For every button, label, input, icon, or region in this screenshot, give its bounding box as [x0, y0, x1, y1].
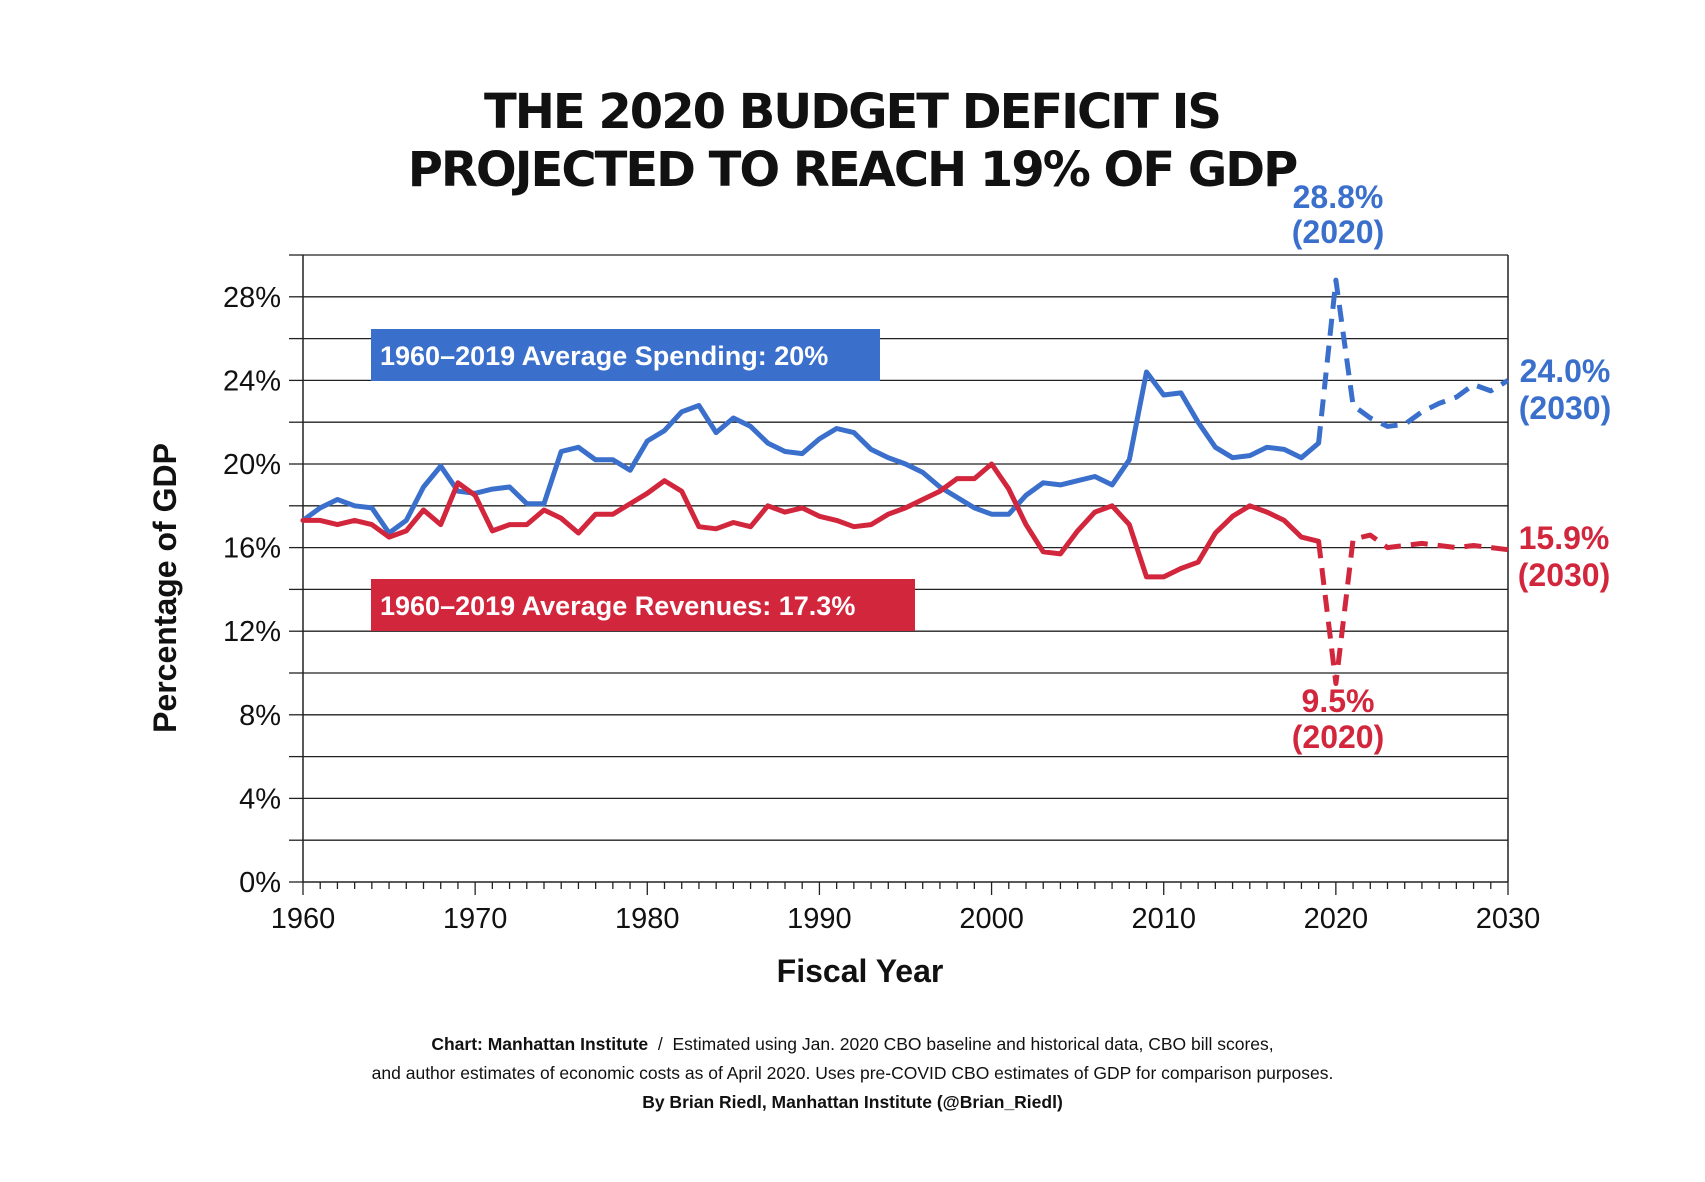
chart-title-line-2: PROJECTED TO REACH 19% OF GDP: [408, 142, 1297, 198]
revenues-line-projected: [1316, 532, 1509, 686]
y-axis-label: Percentage of GDP: [147, 443, 183, 733]
spending-average-box-bg: [371, 329, 880, 381]
revenues-average-box-bg: [371, 579, 915, 631]
x-tick-label: 1970: [443, 903, 508, 935]
x-tick-labels: 1960 1970 1980 1990 2000 2010 2020 2030: [271, 903, 1541, 935]
footer-credit: By Brian Riedl, Manhattan Institute (@Br…: [642, 1092, 1063, 1112]
chart-title-line-1: THE 2020 BUDGET DEFICIT IS: [484, 84, 1220, 140]
x-tick-label: 1960: [271, 903, 336, 935]
x-tick-label: 1990: [787, 903, 852, 935]
revenues-average-label: 1960–2019 Average Revenues: 17.3%: [380, 591, 855, 621]
y-tick-label: 20%: [223, 449, 281, 481]
series-lines: [300, 277, 1510, 686]
x-tick-label: 2030: [1476, 903, 1541, 935]
spending-peak-year: (2020): [1292, 214, 1385, 250]
y-tick-label: 16%: [223, 533, 281, 565]
footer-line-2: and author estimates of economic costs a…: [371, 1063, 1334, 1083]
revenues-end-year: (2030): [1518, 557, 1611, 593]
x-tick-label: 2020: [1304, 903, 1369, 935]
x-tick-label: 1980: [615, 903, 680, 935]
footer-line-1: Chart: Manhattan Institute / Estimated u…: [0, 1034, 1705, 1055]
spending-average-label: 1960–2019 Average Spending: 20%: [380, 341, 828, 371]
revenues-low-year: (2020): [1292, 719, 1385, 755]
y-tick-label: 4%: [239, 783, 281, 815]
y-tick-label: 24%: [223, 365, 281, 397]
y-tick-label: 28%: [223, 282, 281, 314]
y-tick-labels: 0% 4% 8% 12% 16% 20% 24% 28%: [223, 282, 281, 899]
y-tick-label: 0%: [239, 867, 281, 899]
y-tick-label: 12%: [223, 616, 281, 648]
axes: [289, 254, 1509, 895]
spending-peak-value: 28.8%: [1293, 179, 1384, 215]
x-axis-label: Fiscal Year: [777, 953, 944, 989]
spending-average-box: 1960–2019 Average Spending: 20%: [371, 329, 880, 381]
footer-source-text: Estimated using Jan. 2020 CBO baseline a…: [672, 1034, 1274, 1054]
revenues-end-value: 15.9%: [1519, 520, 1610, 556]
revenues-average-box: 1960–2019 Average Revenues: 17.3%: [371, 579, 915, 631]
revenues-low-value: 9.5%: [1302, 683, 1375, 719]
spending-end-value: 24.0%: [1520, 353, 1611, 389]
spending-line-actual: [300, 369, 1322, 536]
x-tick-label: 2000: [959, 903, 1024, 935]
revenues-line-actual: [300, 461, 1322, 580]
spending-end-year: (2030): [1519, 390, 1612, 426]
footer-source-label: Chart: Manhattan Institute: [431, 1034, 649, 1054]
x-tick-label: 2010: [1131, 903, 1196, 935]
spending-line-projected: [1316, 277, 1510, 444]
y-tick-label: 8%: [239, 700, 281, 732]
footer-separator: /: [657, 1034, 663, 1054]
